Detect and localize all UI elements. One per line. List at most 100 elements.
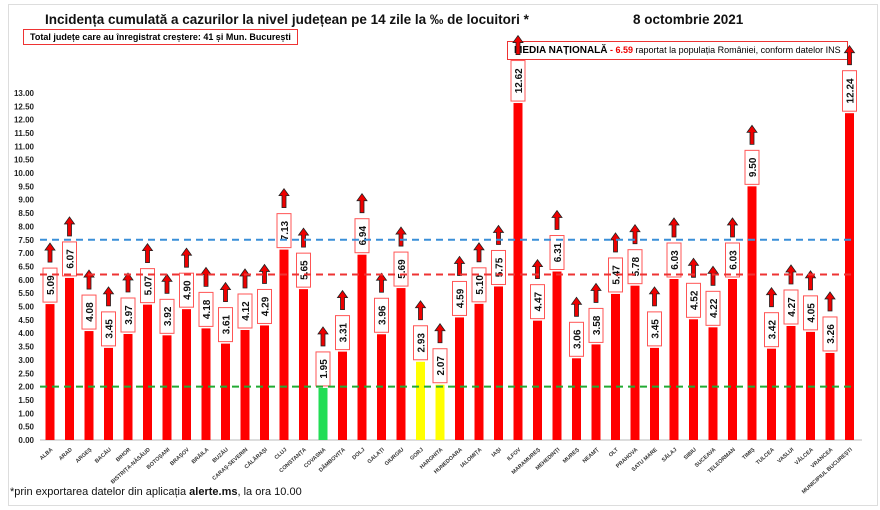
data-label-box (62, 241, 77, 277)
bar-satu-mare (650, 347, 659, 440)
bar-sibiu (689, 319, 698, 440)
up-arrow-icon (765, 286, 778, 308)
data-label: 2.93 (417, 333, 428, 353)
up-arrow-icon (843, 45, 856, 66)
x-tick-label: SĂLAJ (660, 446, 678, 463)
data-label: 5.07 (144, 275, 155, 295)
bar-botoșani (162, 335, 172, 440)
data-label: 4.29 (261, 296, 272, 316)
data-label: 4.18 (202, 299, 213, 319)
data-label-box (42, 267, 58, 303)
y-tick-label: 5.50 (18, 289, 34, 298)
chart-date: 8 octombrie 2021 (633, 12, 744, 27)
bar-harghita (435, 384, 445, 440)
data-label-box (686, 282, 701, 318)
data-label: 6.31 (553, 242, 564, 262)
y-tick-label: 6.50 (18, 262, 34, 271)
y-tick-label: 5.00 (18, 303, 34, 312)
data-label-box (725, 242, 740, 278)
data-label: 3.96 (378, 305, 389, 325)
data-label-box (335, 315, 350, 351)
up-arrow-icon (336, 289, 349, 311)
y-tick-label: 4.00 (18, 329, 34, 338)
data-label-box (218, 307, 233, 343)
x-tick-label: SIBIU (683, 447, 698, 461)
data-label-box (257, 288, 272, 324)
data-label: 4.47 (534, 291, 545, 311)
data-label-box (101, 311, 116, 347)
data-label-box (120, 297, 136, 333)
bar-alba (45, 304, 55, 440)
bar-călărași (260, 325, 269, 440)
data-label-box (237, 293, 253, 329)
data-label: 5.10 (475, 275, 486, 295)
data-label: 6.03 (729, 250, 740, 270)
data-label: 3.45 (105, 319, 116, 339)
data-label: 9.50 (748, 157, 759, 177)
up-arrow-icon (492, 224, 505, 245)
data-label-box (296, 252, 311, 288)
y-tick-label: 3.00 (18, 356, 34, 365)
data-label-box (491, 249, 506, 285)
data-label: 5.75 (495, 257, 506, 277)
data-label: 3.45 (651, 319, 662, 339)
y-tick-label: 12.50 (14, 102, 35, 111)
bar-iași (494, 286, 503, 440)
up-arrow-icon (395, 226, 407, 247)
data-label-box (413, 325, 428, 361)
y-tick-label: 0.50 (18, 423, 34, 432)
y-tick-label: 12.00 (14, 116, 35, 125)
chart-title: Incidența cumulată a cazurilor la nivel … (45, 12, 529, 27)
bar-mureș (572, 358, 581, 440)
bar-covasna (318, 387, 328, 440)
data-label-box (81, 294, 97, 330)
footnote-time: , la ora 10.00 (237, 486, 302, 498)
x-tick-label: ALBA (39, 447, 54, 462)
data-label: 3.92 (163, 306, 174, 326)
y-tick-label: 3.50 (18, 343, 34, 352)
data-label-box (179, 272, 194, 308)
data-label-box (354, 218, 370, 254)
y-tick-label: 8.50 (18, 209, 34, 218)
data-label: 3.31 (339, 322, 350, 342)
data-label: 5.09 (46, 275, 57, 295)
bar-vaslui (786, 325, 796, 440)
bar-hunedoara (455, 317, 464, 440)
up-arrow-icon (356, 193, 368, 214)
data-label: 4.12 (241, 301, 252, 321)
up-arrow-icon (473, 242, 485, 263)
x-tick-label: BUZĂU (211, 446, 230, 464)
up-arrow-icon (297, 227, 310, 248)
up-arrow-icon (317, 326, 329, 347)
y-tick-label: 7.50 (18, 236, 34, 245)
up-arrow-icon (258, 263, 271, 284)
data-label: 7.13 (280, 220, 291, 240)
data-label: 1.95 (319, 359, 330, 379)
bar-bistrița-năsăud (143, 304, 152, 440)
x-tick-label: IAȘI (491, 447, 503, 459)
bar-brăila (201, 328, 211, 440)
bar-ialomița (474, 303, 484, 440)
bar-vrancea (825, 352, 835, 440)
y-tick-label: 9.00 (18, 196, 34, 205)
data-label: 5.78 (631, 257, 642, 277)
up-arrow-icon (570, 296, 583, 317)
up-arrow-icon (590, 282, 602, 303)
data-label-box (549, 235, 565, 271)
data-label: 4.05 (807, 303, 818, 323)
data-label-box (822, 316, 838, 352)
data-label: 12.24 (846, 78, 857, 103)
footnote-source: alerte.ms (189, 486, 238, 498)
x-tick-label: CLUJ (274, 447, 289, 461)
up-arrow-icon (161, 273, 173, 294)
bar-argeș (84, 331, 94, 440)
x-tick-label: BIHOR (115, 447, 132, 463)
national-average-dash: - (607, 45, 616, 55)
x-tick-label: BRAȘOV (169, 447, 191, 467)
bar-teleorman (728, 278, 737, 440)
up-arrow-icon (629, 223, 641, 245)
up-arrow-icon (375, 272, 388, 293)
y-tick-label: 9.50 (18, 182, 34, 191)
y-tick-label: 2.00 (18, 383, 34, 392)
